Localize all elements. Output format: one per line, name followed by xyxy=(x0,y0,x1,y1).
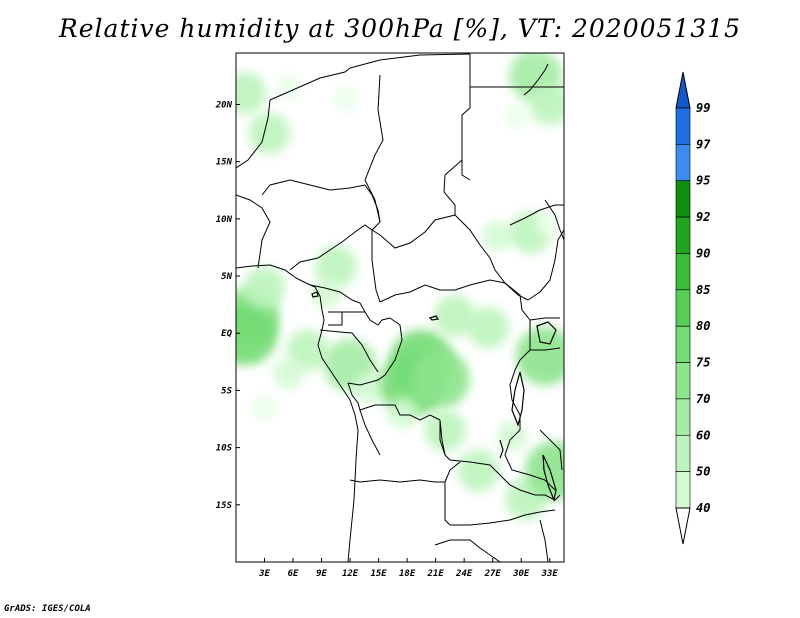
country-borders xyxy=(236,53,564,562)
lat-tick-label: 5N xyxy=(221,272,232,282)
humidity-patch xyxy=(411,349,470,409)
lon-tick-label: 3E xyxy=(258,569,270,579)
colorbar-segment xyxy=(675,398,691,436)
lon-tick-label: 24E xyxy=(455,569,473,579)
lat-tick-label: 15N xyxy=(216,158,233,168)
lon-tick-label: 12E xyxy=(342,569,359,579)
humidity-patch xyxy=(236,301,278,366)
humidity-patch xyxy=(424,409,467,452)
humidity-patch xyxy=(481,220,513,252)
colorbar-top-triangle xyxy=(675,71,691,109)
lon-tick-label: 30E xyxy=(512,569,530,579)
humidity-patch xyxy=(525,441,564,500)
colorbar-segment xyxy=(675,107,691,145)
lakes xyxy=(311,291,557,503)
colorbar-segment xyxy=(675,289,691,327)
lon-tick-label: 15E xyxy=(370,569,387,579)
humidity-patch xyxy=(243,266,286,309)
humidity-patch xyxy=(332,86,359,112)
lon-tick-label: 9E xyxy=(316,569,327,579)
colorbar-segment xyxy=(675,471,691,509)
humidity-patch xyxy=(503,103,530,129)
humidity-patch xyxy=(310,277,342,309)
colorbar-segment xyxy=(675,180,691,218)
colorbar-label: 97 xyxy=(696,137,711,151)
colorbar: 40 50 60 70 75 80 85 90 92 95 97 99 xyxy=(675,71,711,545)
latitude-axis: 20N 15N 10N 5N EQ 5S 10S 15S xyxy=(215,100,240,511)
humidity-patch xyxy=(236,72,267,115)
humidity-patch xyxy=(528,83,564,126)
lat-tick-label: 10S xyxy=(216,444,233,454)
map-frame xyxy=(235,52,565,563)
colorbar-bottom-triangle xyxy=(675,507,691,545)
colorbar-label: 80 xyxy=(696,319,710,333)
colorbar-label: 75 xyxy=(696,356,710,370)
humidity-shading xyxy=(236,53,564,521)
humidity-patch xyxy=(496,420,528,452)
colorbar-label: 50 xyxy=(696,465,710,479)
longitude-axis: 3E 6E 9E 12E 15E 18E 21E 24E 27E 30E 33E xyxy=(258,558,558,579)
humidity-patch xyxy=(433,295,476,338)
colorbar-segment xyxy=(675,325,691,363)
colorbar-label: 90 xyxy=(696,246,710,260)
humidity-patch xyxy=(272,357,304,389)
humidity-patch xyxy=(251,394,278,421)
colorbar-segment xyxy=(675,434,691,472)
lat-tick-label: EQ xyxy=(221,329,232,339)
grads-credit: GrADS: IGES/COLA xyxy=(4,604,91,614)
humidity-patch xyxy=(248,112,291,155)
humidity-patch xyxy=(515,326,564,386)
lat-tick-label: 20N xyxy=(215,100,233,110)
humidity-patch xyxy=(457,449,500,492)
colorbar-segment xyxy=(675,362,691,400)
humidity-patch xyxy=(275,74,302,101)
humidity-patch xyxy=(386,397,418,429)
humidity-patch xyxy=(314,245,357,288)
lat-tick-label: 15S xyxy=(216,501,233,511)
humidity-patch xyxy=(353,372,385,404)
lon-tick-label: 21E xyxy=(427,569,445,579)
colorbar-label: 40 xyxy=(696,501,710,515)
lon-tick-label: 33E xyxy=(541,569,559,579)
colorbar-label: 99 xyxy=(696,101,710,115)
colorbar-segment xyxy=(675,216,691,254)
lat-tick-label: 5S xyxy=(221,386,232,396)
lon-tick-label: 27E xyxy=(484,569,502,579)
lat-tick-label: 10N xyxy=(216,215,233,225)
map-title: Relative humidity at 300hPa [%], VT: 202… xyxy=(58,14,742,43)
colorbar-label: 60 xyxy=(696,428,710,442)
colorbar-label: 70 xyxy=(696,392,710,406)
lon-tick-label: 18E xyxy=(399,569,416,579)
colorbar-label: 85 xyxy=(696,283,710,297)
colorbar-segment xyxy=(675,144,691,182)
lon-tick-label: 6E xyxy=(288,569,299,579)
colorbar-label: 92 xyxy=(696,210,710,224)
colorbar-segment xyxy=(675,253,691,291)
humidity-patch xyxy=(466,306,509,349)
colorbar-label: 95 xyxy=(696,174,710,188)
